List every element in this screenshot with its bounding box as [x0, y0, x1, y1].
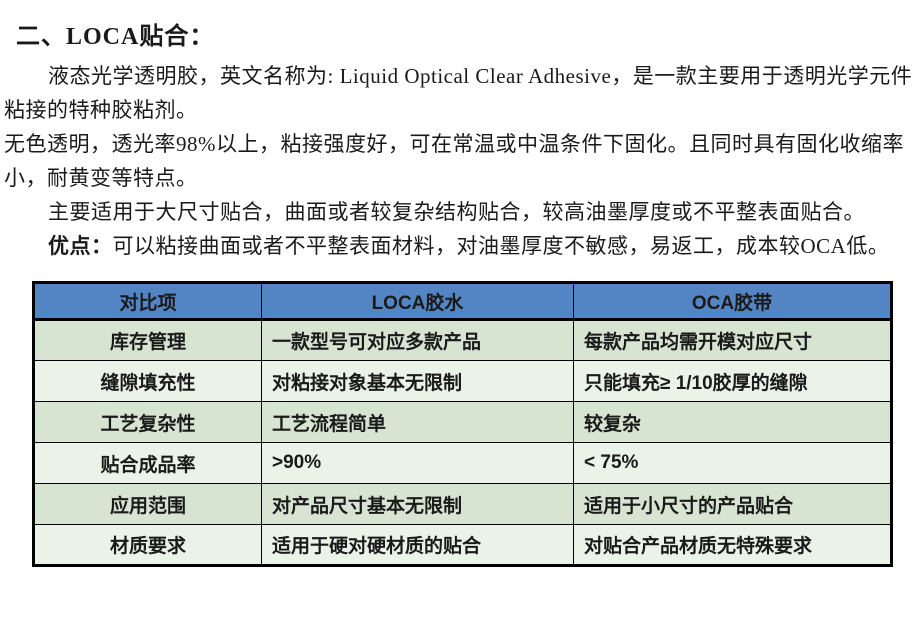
table-cell: 一款型号可对应多款产品 — [261, 319, 574, 361]
header-loca-glue: LOCA胶水 — [261, 282, 574, 321]
paragraph-advantages: 优点：可以粘接曲面或者不平整表面材料，对油墨厚度不敏感，易返工，成本较OCA低。 — [4, 229, 913, 263]
table-cell: 库存管理 — [33, 319, 262, 361]
table-cell: 工艺复杂性 — [33, 401, 262, 443]
table-cell: < 75% — [573, 442, 892, 484]
comparison-table-container: 对比项 LOCA胶水 OCA胶带 库存管理 一款型号可对应多款产品 每款产品均需… — [32, 281, 913, 567]
header-compare-item: 对比项 — [33, 282, 262, 321]
table-cell: 适用于小尺寸的产品贴合 — [573, 483, 892, 525]
table-row-yield-rate: 贴合成品率 >90% < 75% — [33, 442, 892, 484]
table-cell: 材质要求 — [33, 524, 262, 566]
paragraph-intro: 液态光学透明胶，英文名称为: Liquid Optical Clear Adhe… — [4, 64, 913, 122]
comparison-table: 对比项 LOCA胶水 OCA胶带 库存管理 一款型号可对应多款产品 每款产品均需… — [32, 281, 893, 567]
table-cell: 适用于硬对硬材质的贴合 — [261, 524, 574, 566]
table-row-inventory: 库存管理 一款型号可对应多款产品 每款产品均需开模对应尺寸 — [33, 319, 892, 361]
table-cell: 每款产品均需开模对应尺寸 — [573, 319, 892, 361]
table-row-material-requirement: 材质要求 适用于硬对硬材质的贴合 对贴合产品材质无特殊要求 — [33, 524, 892, 566]
table-row-application-range: 应用范围 对产品尺寸基本无限制 适用于小尺寸的产品贴合 — [33, 483, 892, 525]
paragraph-properties: 无色透明，透光率98%以上，粘接强度好，可在常温或中温条件下固化。且同时具有固化… — [4, 132, 904, 190]
table-cell: 只能填充≥ 1/10胶厚的缝隙 — [573, 360, 892, 402]
table-cell: 应用范围 — [33, 483, 262, 525]
document-page: 二、LOCA贴合： 液态光学透明胶，英文名称为: Liquid Optical … — [4, 24, 913, 567]
table-header-row: 对比项 LOCA胶水 OCA胶带 — [33, 282, 892, 321]
page-title: 二、LOCA贴合： — [16, 24, 215, 50]
table-cell: 对产品尺寸基本无限制 — [261, 483, 574, 525]
table-cell: 较复杂 — [573, 401, 892, 443]
table-cell: >90% — [261, 442, 574, 484]
table-cell: 工艺流程简单 — [261, 401, 574, 443]
paragraph-applications: 主要适用于大尺寸贴合，曲面或者较复杂结构贴合，较高油墨厚度或不平整表面贴合。 — [48, 200, 865, 224]
table-cell: 对贴合产品材质无特殊要求 — [573, 524, 892, 566]
table-cell: 缝隙填充性 — [33, 360, 262, 402]
table-row-process-complexity: 工艺复杂性 工艺流程简单 较复杂 — [33, 401, 892, 443]
header-oca-tape: OCA胶带 — [573, 282, 892, 321]
table-cell: 对粘接对象基本无限制 — [261, 360, 574, 402]
table-row-gap-filling: 缝隙填充性 对粘接对象基本无限制 只能填充≥ 1/10胶厚的缝隙 — [33, 360, 892, 402]
advantages-label: 优点： — [48, 234, 113, 258]
table-cell: 贴合成品率 — [33, 442, 262, 484]
advantages-text: 可以粘接曲面或者不平整表面材料，对油墨厚度不敏感，易返工，成本较OCA低。 — [112, 234, 890, 258]
